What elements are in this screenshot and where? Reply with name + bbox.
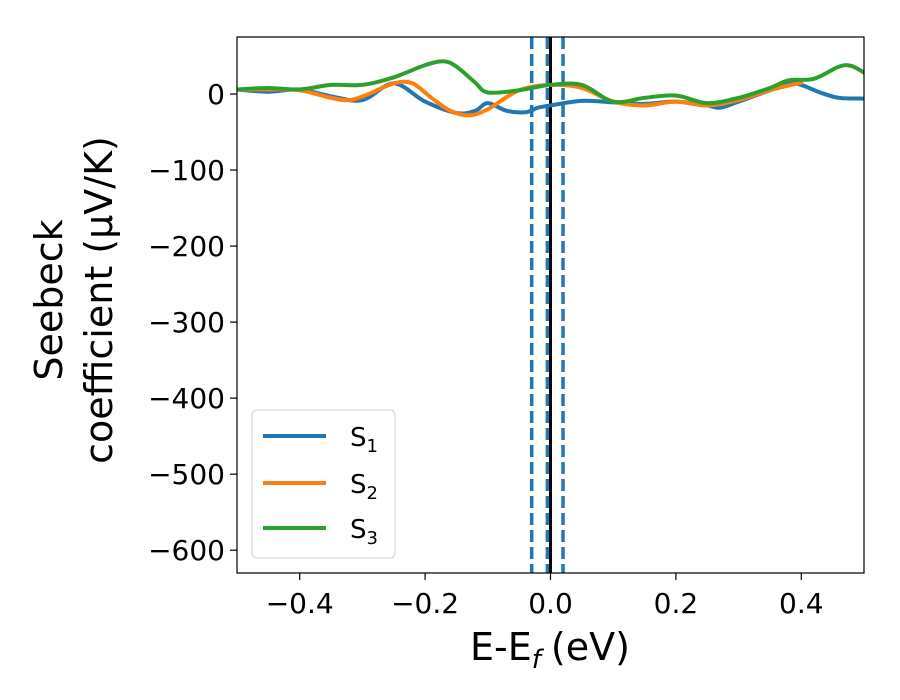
y-tick-label: −200	[148, 230, 225, 263]
legend-s2-sub: 2	[367, 483, 378, 504]
y-tick-label: −300	[148, 306, 225, 339]
x-tick-label: −0.2	[391, 587, 459, 620]
legend-label-s1: S1	[350, 423, 378, 457]
x-label-sub: f	[532, 645, 545, 675]
y-tick-label: −100	[148, 154, 225, 187]
x-tick-label: −0.4	[266, 587, 334, 620]
x-axis-label: E-Ef (eV)	[470, 625, 630, 675]
series-line-s3	[237, 59, 864, 106]
series-line-s2	[237, 79, 804, 118]
x-tick-label: 0.2	[654, 587, 699, 620]
x-label-unit: (eV)	[551, 625, 630, 669]
x-axis-ticks: −0.4 −0.2 0.0 0.2 0.4	[266, 573, 824, 620]
reference-lines	[529, 37, 565, 573]
y-axis-ticks: 0 −100 −200 −300 −400 −500 −600	[148, 78, 237, 567]
y-axis-label-line1: Seebeck	[27, 219, 71, 380]
y-tick-label: −600	[148, 534, 225, 567]
legend-s2-main: S	[350, 470, 367, 500]
legend-label-s2: S2	[350, 470, 378, 504]
x-tick-label: 0.0	[528, 587, 573, 620]
y-tick-label: −400	[148, 382, 225, 415]
legend-s1-sub: 1	[367, 436, 378, 457]
y-axis-label-line2: coefficient (μV/K)	[77, 136, 121, 464]
legend-s3-sub: 3	[367, 528, 378, 549]
legend-s3-main: S	[350, 515, 367, 545]
y-tick-label: −500	[148, 458, 225, 491]
legend-s1-main: S	[350, 423, 367, 453]
y-tick-label: 0	[207, 78, 225, 111]
legend-label-s3: S3	[350, 515, 378, 549]
legend: S1 S2 S3	[251, 409, 396, 559]
x-tick-label: 0.4	[779, 587, 824, 620]
x-label-main: E-E	[470, 625, 532, 669]
series-layer	[237, 59, 864, 118]
